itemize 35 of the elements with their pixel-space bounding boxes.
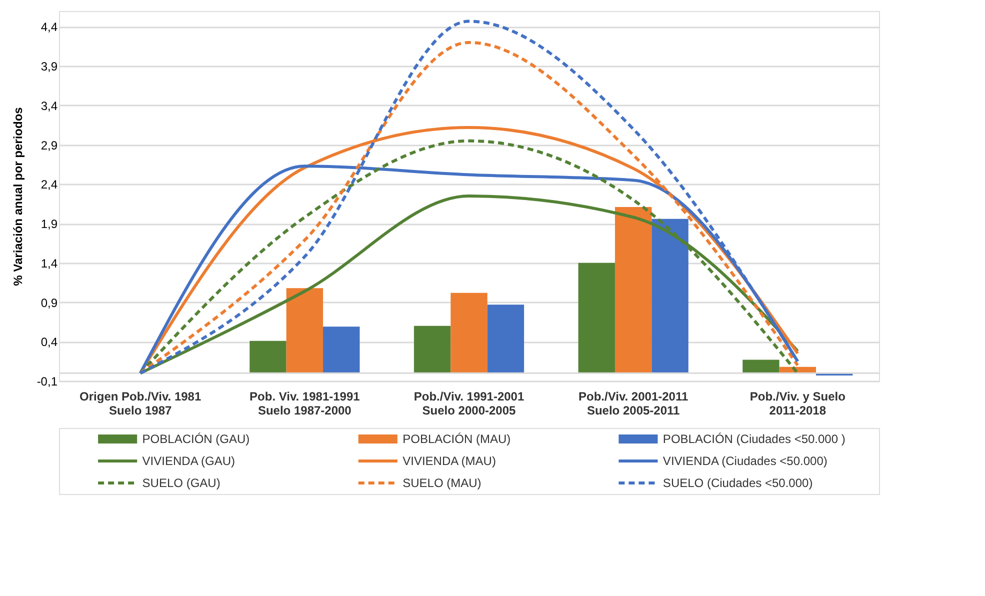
legend-label: SUELO (MAU) [402, 476, 482, 490]
bar [250, 340, 286, 374]
legend-label: SUELO (Ciudades <50.000) [662, 476, 813, 490]
y-tick-label: 4,4 [40, 20, 58, 34]
bar [742, 360, 780, 374]
legend-label: VIVIENDA (Ciudades <50.000) [662, 454, 828, 468]
bar [614, 207, 652, 374]
bar [652, 218, 688, 374]
y-tick-label: 0,4 [40, 335, 58, 350]
x-tick-label: Pob. Viv. 1981-1991 Suelo 1987-2000 [250, 390, 360, 418]
y-tick-label: 2,9 [40, 138, 58, 152]
legend-label: VIVIENDA (GAU) [142, 454, 235, 468]
y-tick-label: 1,9 [40, 217, 58, 232]
y-tick-label: 3,4 [40, 98, 58, 113]
bar [323, 326, 360, 374]
x-tick-label: Pob./Viv. 2001-2011 Suelo 2005-2011 [578, 390, 688, 418]
legend-label: VIVIENDA (MAU) [402, 454, 496, 468]
legend-label: POBLACIÓN (GAU) [142, 432, 250, 446]
legend-label: SUELO (GAU) [142, 476, 220, 490]
y-tick-label: 3,9 [40, 60, 58, 74]
bar [286, 288, 324, 374]
bar [487, 304, 524, 374]
y-axis-title: % Variación anual por periodos [10, 106, 25, 286]
legend-label: POBLACIÓN (MAU) [402, 432, 511, 446]
y-tick-label: -0,1 [36, 374, 58, 388]
x-tick-label: Pob./Viv. 1991-2001 Suelo 2000-2005 [414, 390, 524, 418]
y-tick-label: 2,4 [40, 178, 58, 192]
x-tick-label: Origen Pob./Viv. 1981 Suelo 1987 [80, 390, 202, 418]
y-tick-label: 0,9 [40, 296, 58, 310]
x-tick-label: Pob./Viv. y Suelo 2011-2018 [750, 390, 846, 418]
legend-label: POBLACIÓN (Ciudades <50.000 ) [662, 432, 846, 446]
bar [450, 292, 488, 374]
bar [414, 326, 451, 374]
bar [578, 262, 615, 374]
y-tick-label: 1,4 [40, 256, 58, 270]
